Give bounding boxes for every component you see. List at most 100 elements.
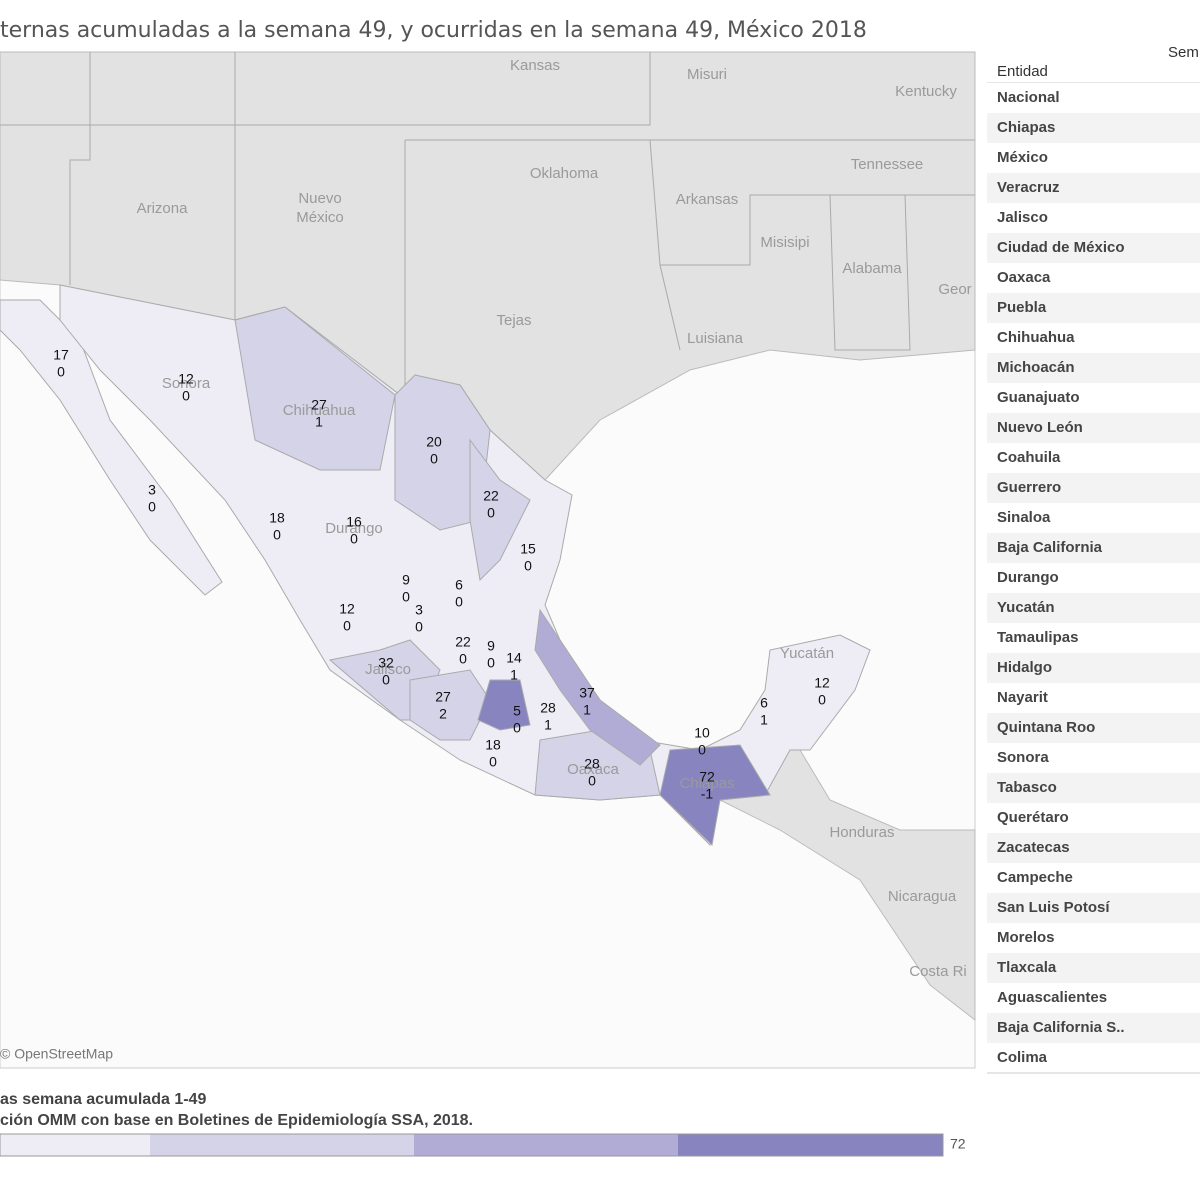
credit: © OpenStreetMap [0,1046,113,1062]
row-bg [987,143,1200,173]
table: Entidad Sem Nacional Chiapas México Veracru… [987,44,1200,1074]
row-bg [987,563,1200,593]
cumulative-label: 18 [485,737,501,753]
row-bg [987,173,1200,203]
row-bg [987,773,1200,803]
row-label: Zacatecas [997,839,1070,856]
row-label: Quintana Roo [997,719,1095,736]
row-label: Guerrero [997,479,1061,496]
row-label: Veracruz [997,179,1060,196]
place-label: Misisipi [760,234,809,251]
row-label: Tlaxcala [997,959,1057,976]
legend-swatch [678,1134,943,1156]
row-bg [987,743,1200,773]
cumulative-label: 6 [760,695,768,711]
cumulative-label: 10 [694,725,710,741]
row-label: Guanajuato [997,389,1080,406]
place-label: México [296,209,344,226]
cumulative-label: 3 [148,482,156,498]
cumulative-label: 28 [584,756,600,772]
week-label: 0 [415,619,423,635]
cumulative-label: 5 [513,703,521,719]
week-label: 1 [583,702,591,718]
cumulative-label: 37 [579,685,595,701]
borders [405,139,681,351]
cumulative-label: 17 [53,347,69,363]
row-bg [987,923,1200,953]
row-label: Nayarit [997,689,1048,706]
week-label: 0 [818,692,826,708]
cumulative-label: 20 [426,434,442,450]
row-label: Tamaulipas [997,629,1078,646]
row-label: Puebla [997,299,1047,316]
row-label: Querétaro [997,809,1069,826]
row-label: Baja California S.. [997,1019,1125,1036]
week-label: 0 [455,594,463,610]
row-label: Chiapas [997,119,1055,136]
row-label: Chihuahua [997,329,1075,346]
row-bg [987,233,1200,263]
map: Kansas Misuri Kentucky Oklahoma Tennessee Ari… [0,51,976,1069]
week-label: 0 [487,655,495,671]
row-label: Yucatán [997,599,1055,616]
row-bg [987,293,1200,323]
row-bg [987,623,1200,653]
week-label: 1 [315,414,323,430]
place-label: Tejas [496,312,531,329]
row-bg [987,863,1200,893]
row-label: Michoacán [997,359,1075,376]
place-label: Misuri [687,66,727,83]
legend-swatch [414,1134,678,1156]
cumulative-label: 22 [483,488,499,504]
row-label: Jalisco [997,209,1048,226]
legend: 72 [0,1133,966,1157]
row-bg [987,503,1200,533]
week-label: 0 [57,364,65,380]
row-label: Nuevo León [997,419,1083,436]
place-label: Arizona [137,200,189,217]
cumulative-label: 6 [455,577,463,593]
row-bg [987,383,1200,413]
row-label: Hidalgo [997,659,1052,676]
week-label: 1 [510,667,518,683]
cumulative-label: 9 [402,572,410,588]
row-label: Ciudad de México [997,239,1125,256]
row-label: México [997,149,1048,166]
place-label: Durango [325,520,383,537]
row-bg [987,1013,1200,1043]
cumulative-label: 14 [506,650,522,666]
state-shade [477,679,531,731]
week-label: 0 [459,651,467,667]
row-bg [987,803,1200,833]
state-shade [234,306,396,471]
state-shade [469,438,531,582]
week-label: 0 [402,589,410,605]
row-bg [987,473,1200,503]
row-label: Tabasco [997,779,1057,796]
cumulative-label: 27 [435,689,451,705]
row-bg [987,203,1200,233]
borders [69,52,91,285]
week-label: 0 [588,773,596,789]
row-bg [987,833,1200,863]
borders [660,194,975,266]
row-bg [987,893,1200,923]
week-label: -1 [701,786,714,802]
row-bg [987,983,1200,1013]
row-label: Coahuila [997,449,1061,466]
legend-swatch [150,1134,414,1156]
place-label: Jalisco [365,661,411,678]
row-bg [987,413,1200,443]
place-label: Chiapas [679,775,734,792]
cumulative-label: 27 [311,397,327,413]
place-label: Oaxaca [567,761,619,778]
footer-line: ción OMM con base en Boletines de Epidem… [0,1112,473,1129]
cumulative-label: 22 [455,634,471,650]
place-label: Kentucky [895,83,957,100]
week-label: 0 [343,618,351,634]
week-label: 0 [182,388,190,404]
week-label: 1 [544,717,552,733]
row-label: Aguascalientes [997,989,1107,1006]
row-bg [987,113,1200,143]
baja-peninsula [0,299,223,596]
